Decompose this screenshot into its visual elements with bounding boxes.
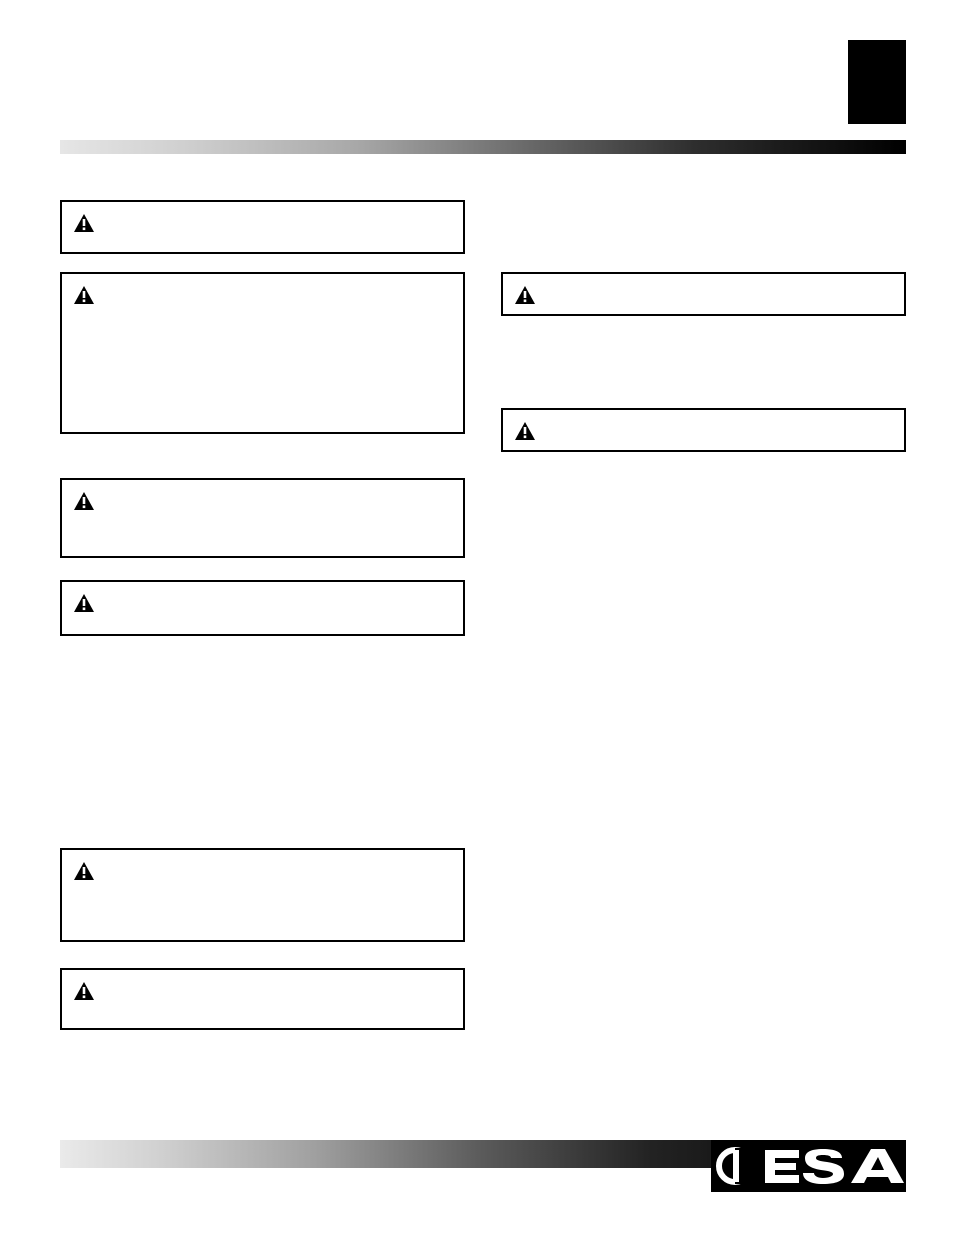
gap	[60, 558, 465, 580]
gap	[60, 434, 465, 478]
warning-triangle-icon	[515, 422, 535, 440]
top-divider-rule	[60, 140, 906, 154]
right-column	[501, 200, 906, 1030]
warning-triangle-icon	[74, 214, 94, 232]
gap	[501, 200, 906, 272]
warning-box-l4	[60, 580, 465, 636]
warning-triangle-icon	[74, 286, 94, 304]
left-column	[60, 200, 465, 1030]
warning-box-l6	[60, 968, 465, 1030]
warning-triangle-icon	[74, 862, 94, 880]
warning-box-r2	[501, 408, 906, 452]
warning-triangle-icon	[515, 286, 535, 304]
gap	[60, 254, 465, 272]
gap	[501, 316, 906, 408]
desa-logo	[711, 1140, 906, 1192]
content-columns	[60, 200, 906, 1030]
warning-box-r1	[501, 272, 906, 316]
warning-triangle-icon	[74, 492, 94, 510]
gap	[60, 636, 465, 848]
warning-box-l2	[60, 272, 465, 434]
warning-box-l5	[60, 848, 465, 942]
gap	[60, 942, 465, 968]
warning-box-l1	[60, 200, 465, 254]
warning-box-l3	[60, 478, 465, 558]
warning-triangle-icon	[74, 982, 94, 1000]
page-color-tab	[848, 40, 906, 124]
warning-triangle-icon	[74, 594, 94, 612]
